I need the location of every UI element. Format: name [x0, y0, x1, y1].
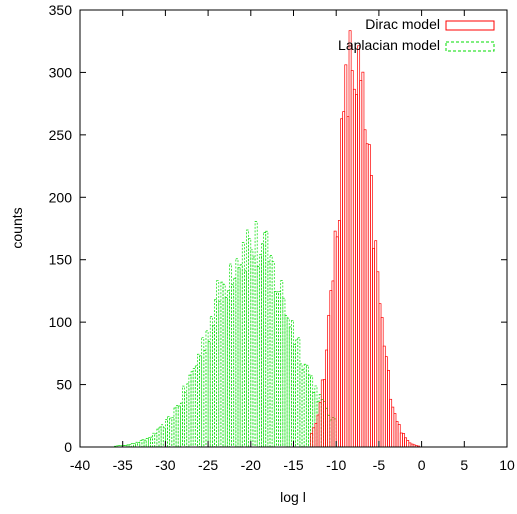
y-tick-label: 150 — [49, 252, 73, 268]
x-tick-label: 0 — [418, 457, 426, 473]
x-tick-label: -40 — [70, 457, 90, 473]
series-0 — [113, 221, 337, 448]
histogram-bar — [261, 243, 264, 448]
series-1 — [310, 30, 420, 448]
histogram-bar — [258, 254, 262, 448]
histogram-bar — [252, 256, 256, 448]
y-tick-label: 350 — [49, 2, 73, 18]
x-tick-label: -30 — [155, 457, 175, 473]
legend-label-dirac: Dirac model — [365, 16, 440, 32]
histogram-bar — [286, 317, 290, 448]
y-tick-label: 250 — [49, 127, 73, 143]
x-tick-label: -10 — [326, 457, 346, 473]
histogram-bar — [175, 405, 179, 448]
histogram-bar — [152, 432, 156, 448]
histogram-bars — [113, 30, 420, 448]
histogram-bar — [141, 439, 145, 448]
histogram-bar — [177, 405, 181, 448]
y-tick-label: 100 — [49, 314, 73, 330]
histogram-bar — [128, 444, 132, 448]
y-tick-label: 200 — [49, 189, 73, 205]
histogram-bar — [297, 337, 301, 448]
histogram-bar — [147, 437, 151, 448]
y-tick-label: 300 — [49, 64, 73, 80]
y-axis-label: counts — [9, 207, 25, 248]
histogram-bar — [167, 416, 171, 448]
x-tick-label: 10 — [499, 457, 515, 473]
histogram-bar — [212, 325, 215, 448]
legend: Dirac model Laplacian model — [338, 16, 495, 53]
histogram-bar — [186, 383, 190, 448]
histogram-bar — [237, 267, 241, 448]
x-tick-label: -25 — [198, 457, 218, 473]
x-tick-label: -5 — [373, 457, 386, 473]
histogram-bar — [239, 264, 243, 448]
x-axis-label: log l — [280, 489, 306, 505]
x-tick-label: 5 — [460, 457, 468, 473]
x-tick-label: -15 — [283, 457, 303, 473]
histogram-bar — [269, 255, 273, 448]
histogram-bar — [130, 443, 134, 448]
y-tick-label: 0 — [64, 439, 72, 455]
x-tick-label: -35 — [113, 457, 133, 473]
legend-swatch-laplacian — [445, 41, 495, 52]
legend-swatch-dirac — [445, 20, 495, 31]
legend-label-laplacian: Laplacian model — [338, 37, 440, 53]
axis-ticks: -40 -35 -30 -25 -20 -15 -10 -5 0 5 100501001502002… — [49, 2, 515, 473]
histogram-bar — [301, 369, 305, 448]
histogram-bar — [199, 355, 203, 448]
histogram-bar — [165, 419, 168, 448]
histogram-bar — [226, 290, 230, 448]
histogram-bar — [143, 439, 147, 448]
y-tick-label: 50 — [56, 377, 72, 393]
histogram-bar — [246, 229, 250, 448]
histogram-bar — [224, 297, 228, 448]
x-tick-label: -20 — [241, 457, 261, 473]
